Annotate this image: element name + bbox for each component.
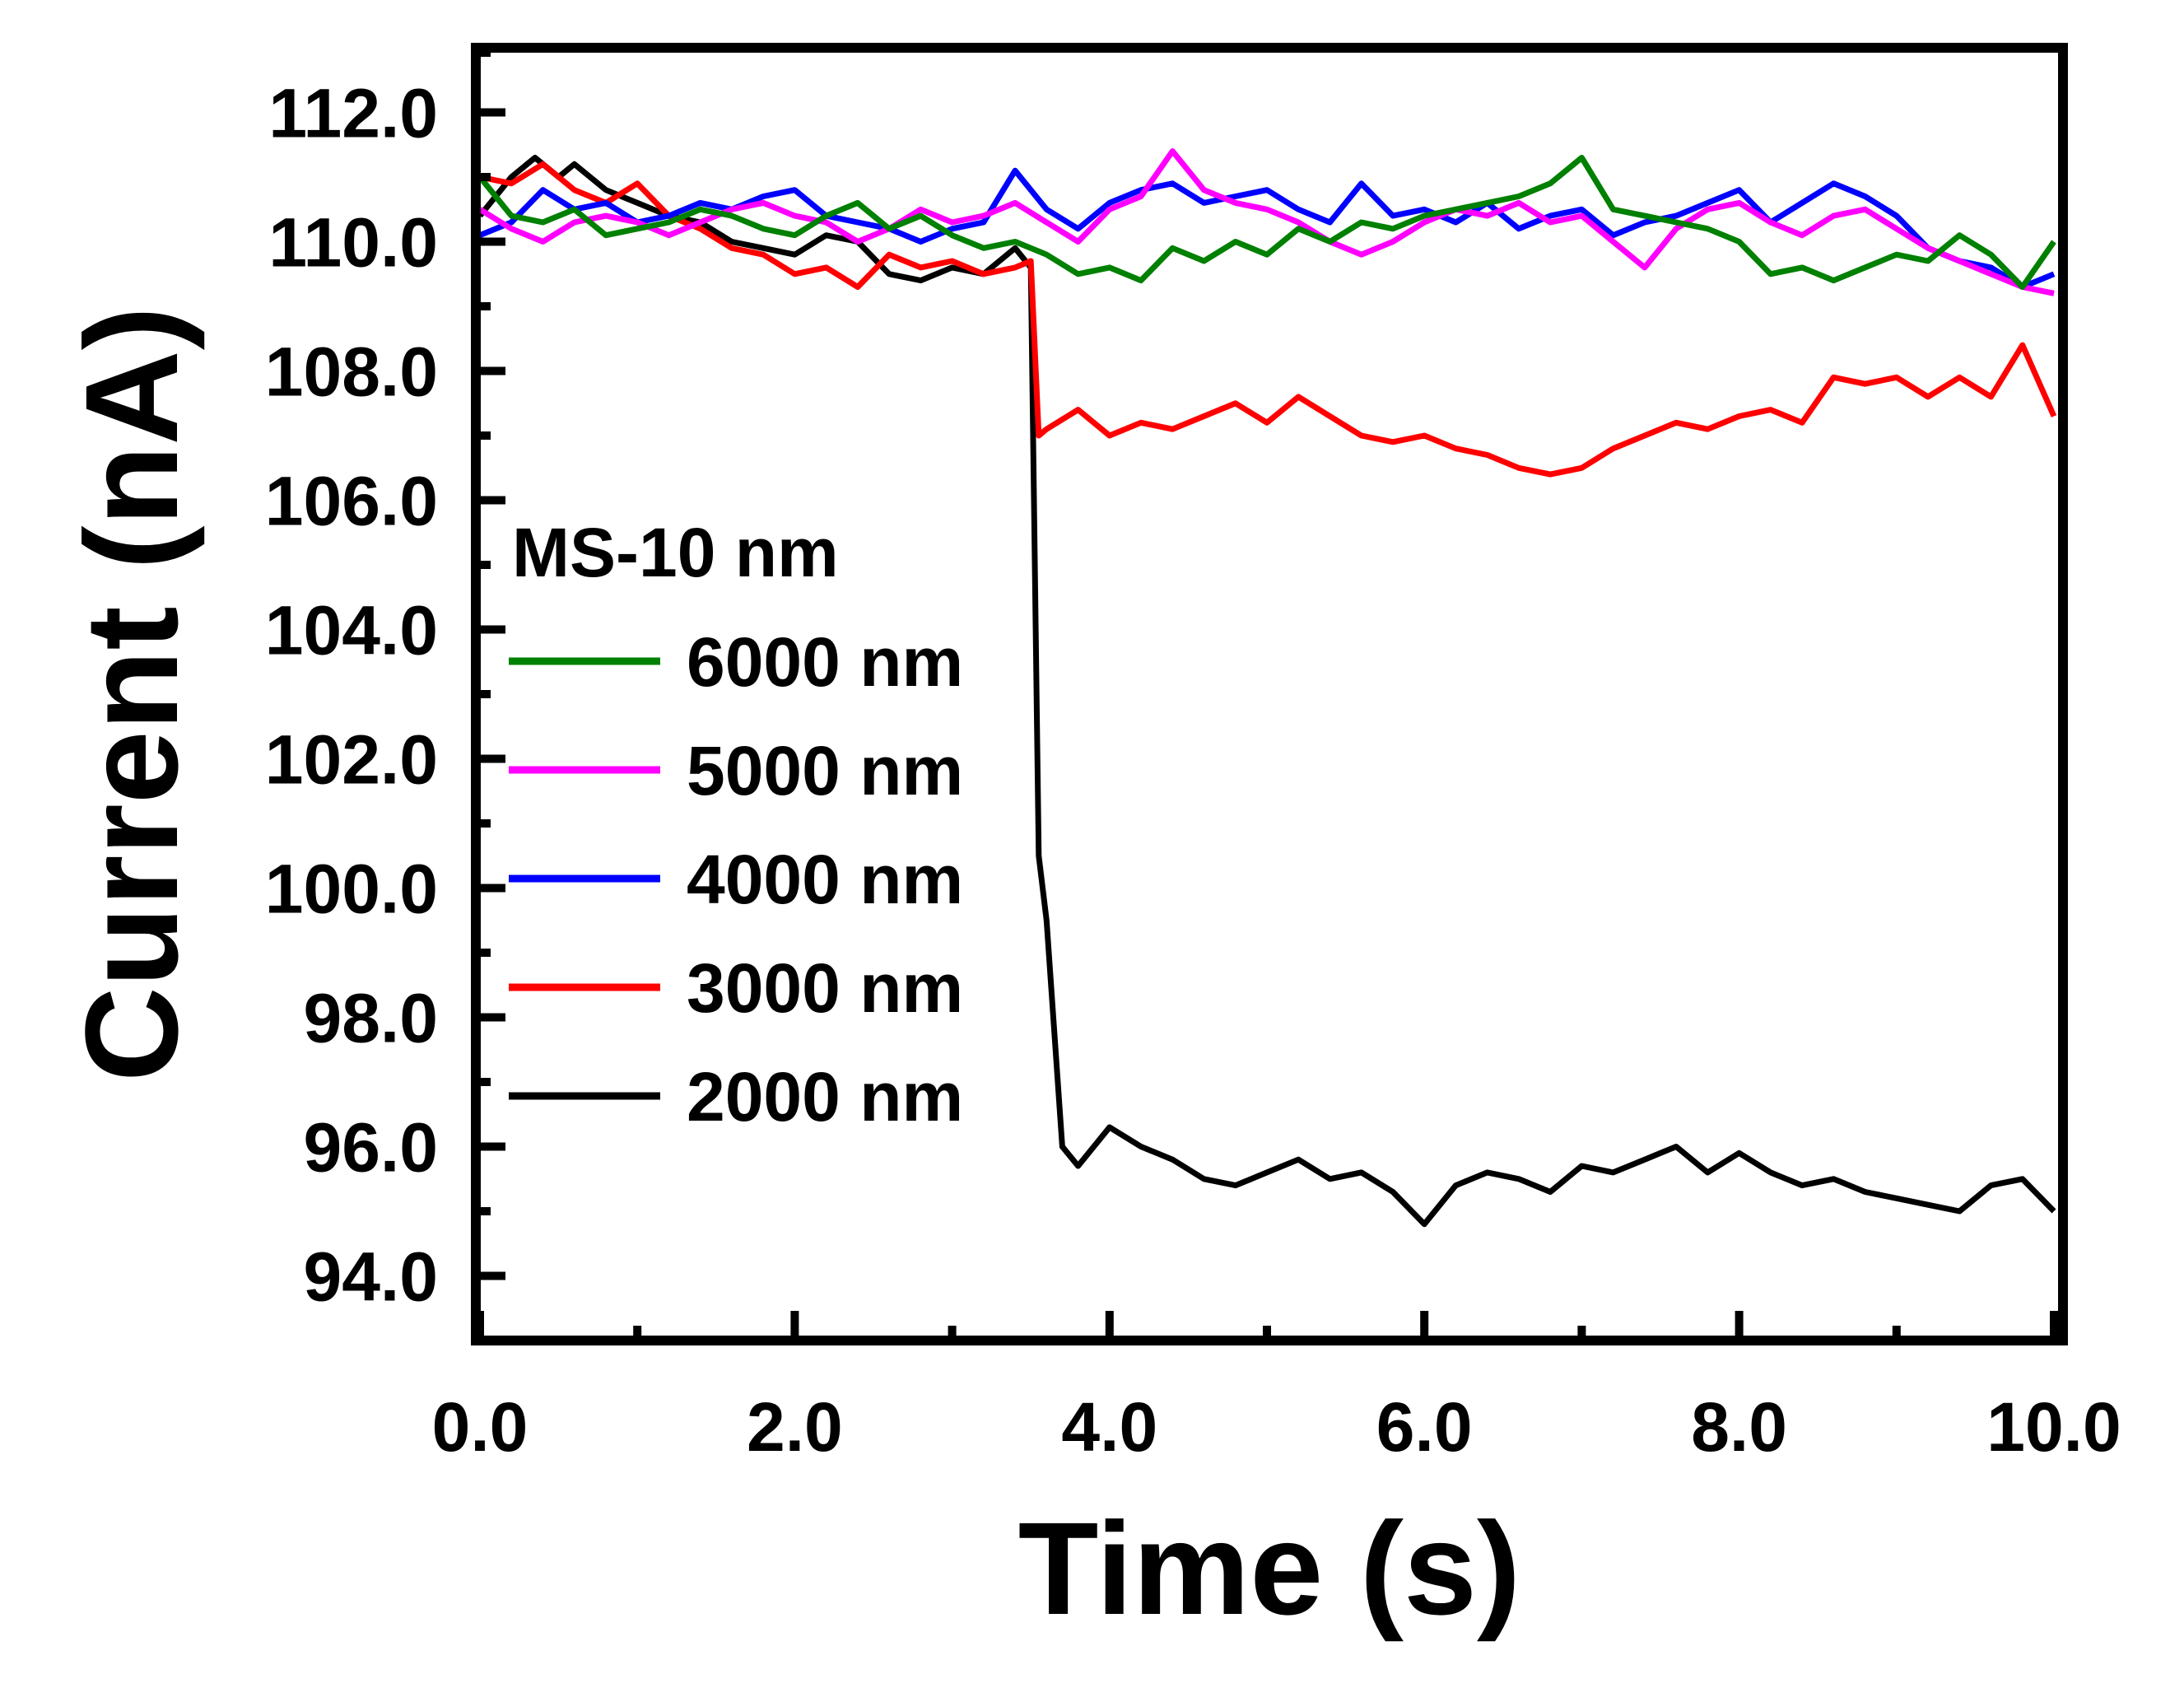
series-line-5000-nm xyxy=(478,148,2055,296)
y-tick-label: 112.0 xyxy=(268,75,438,152)
y-tick-label: 110.0 xyxy=(268,204,438,282)
series-line-3000-nm xyxy=(479,161,2057,478)
y-tick-label: 104.0 xyxy=(265,592,438,669)
series-line-2000-nm xyxy=(477,155,2056,1228)
x-tick-label: 8.0 xyxy=(1691,1388,1787,1466)
legend-label: 4000 nm xyxy=(687,841,963,918)
y-tick-label: 102.0 xyxy=(265,721,438,799)
x-tick-label: 6.0 xyxy=(1376,1388,1473,1466)
legend: MS-10 nm 6000 nm 5000 nm 4000 nm 3000 nm 200… xyxy=(509,514,963,1135)
legend-label: 6000 nm xyxy=(687,623,963,701)
x-axis-title: Time (s) xyxy=(1018,1494,1521,1642)
x-tick-label: 2.0 xyxy=(747,1388,843,1466)
y-tick-label: 108.0 xyxy=(265,333,438,411)
series-layer xyxy=(477,148,2057,1228)
x-tick-label: 10.0 xyxy=(1986,1388,2121,1466)
y-tick-label: 106.0 xyxy=(265,463,438,540)
legend-label: 3000 nm xyxy=(687,949,963,1027)
series-line-6000-nm xyxy=(477,155,2056,290)
y-tick-label: 100.0 xyxy=(265,851,438,928)
legend-label: 5000 nm xyxy=(687,732,963,809)
x-tick-label: 4.0 xyxy=(1061,1388,1157,1466)
legend-title: MS-10 nm xyxy=(512,514,839,591)
x-tick-label: 0.0 xyxy=(432,1388,529,1466)
tick-layer: 0.0 2.0 4.0 6.0 8.0 10.0 94.0 96.0 98.0 100.0 102.… xyxy=(265,49,2121,1466)
y-tick-label: 96.0 xyxy=(304,1109,439,1187)
legend-label: 2000 nm xyxy=(687,1058,963,1135)
y-tick-label: 98.0 xyxy=(304,980,439,1057)
y-tick-label: 94.0 xyxy=(304,1238,439,1316)
y-axis-title: Current (nA) xyxy=(58,306,205,1082)
